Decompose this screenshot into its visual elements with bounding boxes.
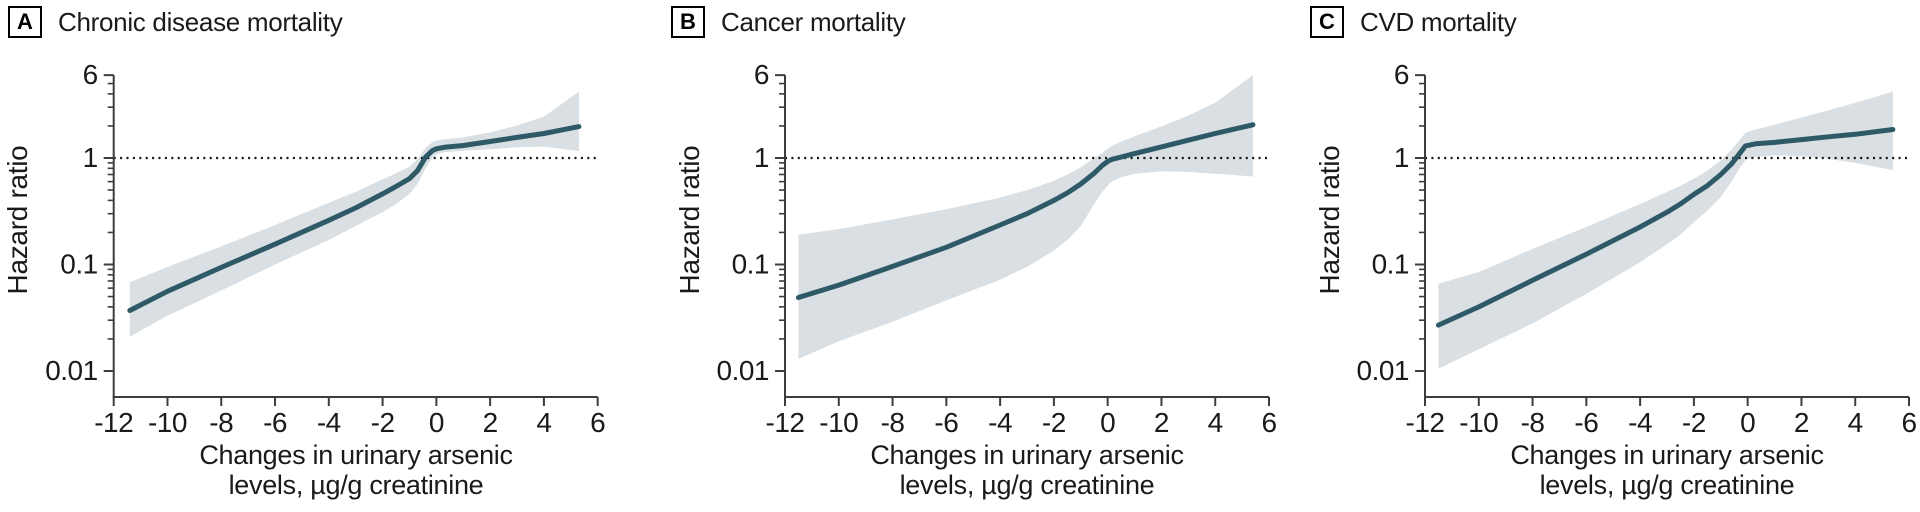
y-tick-label: 0.01 [717,355,770,386]
x-axis-label-line1: Changes in urinary arsenic [1510,440,1824,470]
x-tick-label: 0 [1100,407,1115,438]
x-tick-label: -8 [1521,407,1545,438]
x-tick-label: -8 [209,407,233,438]
x-tick-label: -10 [148,407,187,438]
y-tick-label: 0.1 [732,249,769,280]
panel-header: C CVD mortality [1310,6,1517,38]
hazard-ratio-curve [795,122,1256,300]
x-tick-label: -10 [1459,407,1498,438]
hazard-ratio-curve [1435,127,1896,328]
x-axis-label: Changes in urinary arsenic levels, µg/g … [1417,440,1917,500]
x-tick-label: -12 [1406,407,1445,438]
x-axis-label: Changes in urinary arsenic levels, µg/g … [106,440,606,500]
panel-title: Cancer mortality [721,6,906,37]
panel-cvd-mortality: C CVD mortality Hazard ratio 6 1 0.1 0.01 -1… [1280,0,1920,512]
panel-title: CVD mortality [1360,6,1517,37]
hazard-ratio-chart: 6 1 0.1 0.01 -12 -10 -8 -6 -4 -2 0 2 4 6 [717,59,1278,438]
panel-title: Chronic disease mortality [58,6,343,37]
x-tick-label: -12 [94,407,133,438]
x-tick-label: -4 [988,407,1012,438]
x-tick-label: -2 [371,407,395,438]
panel-letter-badge: B [671,6,705,38]
y-tick-label: 0.01 [45,355,98,386]
y-tick-label: 0.1 [60,249,97,280]
x-axis-label-line1: Changes in urinary arsenic [199,440,513,470]
x-tick-label: 4 [1208,407,1223,438]
confidence-band [129,91,579,337]
panel-cancer-mortality: B Cancer mortality Hazard ratio 6 1 0.1 0.0… [640,0,1280,512]
y-tick-label: 6 [1394,59,1409,90]
x-tick-label: -6 [934,407,958,438]
confidence-band [1438,91,1893,369]
x-tick-label: -2 [1682,407,1706,438]
x-tick-label: 6 [1901,407,1916,438]
x-tick-label: -12 [766,407,805,438]
panel-chronic-disease-mortality: A Chronic disease mortality Hazard ratio… [0,0,640,512]
x-axis-label: Changes in urinary arsenic levels, µg/g … [777,440,1277,500]
y-tick-label: 0.01 [1357,355,1410,386]
hazard-ratio-curve [127,124,582,313]
x-tick-label: 4 [1848,407,1863,438]
x-tick-label: -6 [263,407,287,438]
y-tick-label: 0.1 [1372,249,1409,280]
y-tick-label: 1 [1394,142,1409,173]
hazard-ratio-chart: 6 1 0.1 0.01 -12 -10 -8 -6 -4 -2 0 2 4 6 [45,59,606,438]
x-tick-label: -4 [317,407,341,438]
y-tick-label: 6 [83,59,98,90]
x-tick-label: -6 [1574,407,1598,438]
panel-letter-badge: A [8,6,42,38]
x-tick-label: -2 [1042,407,1066,438]
x-axis-label-line2: levels, µg/g creatinine [228,470,484,500]
x-tick-label: 2 [1154,407,1169,438]
panel-header: A Chronic disease mortality [8,6,343,38]
y-tick-label: 1 [754,142,769,173]
x-axis-label-line2: levels, µg/g creatinine [899,470,1155,500]
x-tick-label: -4 [1628,407,1652,438]
x-tick-label: -8 [881,407,905,438]
x-tick-label: 6 [1261,407,1276,438]
x-tick-label: 2 [483,407,498,438]
x-tick-label: 0 [1740,407,1755,438]
panel-header: B Cancer mortality [671,6,906,38]
y-tick-label: 6 [754,59,769,90]
x-tick-label: 6 [590,407,605,438]
x-axis-label-line1: Changes in urinary arsenic [870,440,1184,470]
x-tick-label: 0 [429,407,444,438]
y-tick-label: 1 [83,142,98,173]
panel-letter-badge: C [1310,6,1344,38]
x-tick-label: -10 [819,407,858,438]
hazard-ratio-chart: 6 1 0.1 0.01 -12 -10 -8 -6 -4 -2 0 2 4 6 [1357,59,1918,438]
x-tick-label: 4 [536,407,551,438]
x-tick-label: 2 [1794,407,1809,438]
confidence-band [798,75,1253,359]
x-axis-label-line2: levels, µg/g creatinine [1539,470,1795,500]
